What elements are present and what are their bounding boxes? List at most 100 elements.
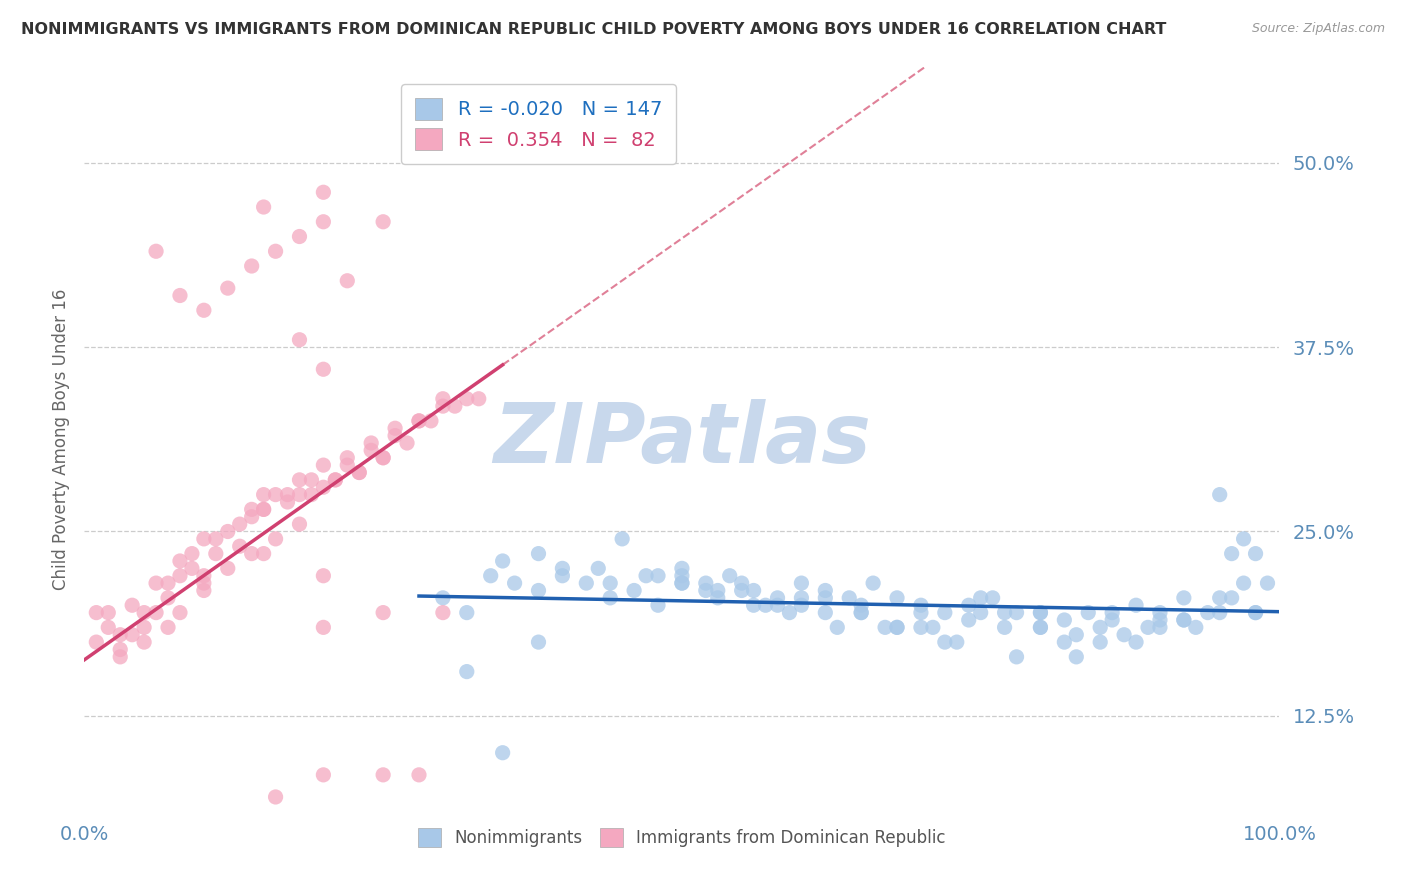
Point bbox=[97, 606, 120, 620]
Point bbox=[766, 599, 789, 613]
Point bbox=[373, 450, 395, 465]
Point bbox=[229, 539, 252, 553]
Point bbox=[264, 244, 287, 259]
Point bbox=[432, 399, 454, 413]
Point bbox=[312, 458, 335, 472]
Point bbox=[1220, 547, 1243, 561]
Point bbox=[981, 591, 1004, 605]
Point bbox=[790, 576, 813, 591]
Point bbox=[1185, 620, 1208, 634]
Point bbox=[205, 547, 228, 561]
Point bbox=[886, 620, 908, 634]
Point bbox=[301, 488, 323, 502]
Point bbox=[132, 606, 156, 620]
Point bbox=[157, 576, 180, 591]
Point bbox=[312, 620, 335, 634]
Point bbox=[1066, 628, 1088, 642]
Point bbox=[851, 599, 873, 613]
Point bbox=[349, 466, 371, 480]
Point bbox=[110, 649, 132, 664]
Point bbox=[157, 620, 180, 634]
Legend: Nonimmigrants, Immigrants from Dominican Republic: Nonimmigrants, Immigrants from Dominican… bbox=[409, 820, 955, 855]
Point bbox=[994, 620, 1017, 634]
Point bbox=[934, 635, 956, 649]
Point bbox=[169, 568, 191, 582]
Point bbox=[575, 576, 598, 591]
Point bbox=[336, 458, 359, 472]
Point bbox=[636, 568, 658, 582]
Point bbox=[1220, 591, 1243, 605]
Point bbox=[240, 509, 263, 524]
Point bbox=[1029, 620, 1052, 634]
Point bbox=[253, 547, 276, 561]
Point bbox=[922, 620, 945, 634]
Point bbox=[994, 606, 1017, 620]
Point bbox=[814, 591, 837, 605]
Point bbox=[731, 576, 754, 591]
Point bbox=[396, 436, 419, 450]
Point bbox=[336, 450, 359, 465]
Point bbox=[193, 583, 215, 598]
Point bbox=[288, 333, 311, 347]
Point bbox=[193, 568, 215, 582]
Point bbox=[527, 547, 550, 561]
Point bbox=[851, 606, 873, 620]
Point bbox=[851, 606, 873, 620]
Point bbox=[838, 591, 860, 605]
Point bbox=[277, 495, 299, 509]
Point bbox=[312, 568, 335, 582]
Point bbox=[181, 547, 204, 561]
Point bbox=[755, 599, 778, 613]
Point bbox=[742, 599, 765, 613]
Point bbox=[647, 568, 669, 582]
Point bbox=[288, 517, 311, 532]
Point bbox=[1053, 613, 1076, 627]
Point bbox=[1137, 620, 1160, 634]
Point bbox=[229, 517, 252, 532]
Point bbox=[527, 583, 550, 598]
Point bbox=[253, 502, 276, 516]
Point bbox=[121, 628, 143, 642]
Point bbox=[288, 488, 311, 502]
Point bbox=[373, 215, 395, 229]
Point bbox=[253, 488, 276, 502]
Point bbox=[408, 414, 430, 428]
Point bbox=[910, 620, 932, 634]
Point bbox=[1233, 532, 1256, 546]
Point bbox=[707, 583, 730, 598]
Point bbox=[827, 620, 849, 634]
Point bbox=[360, 443, 382, 458]
Point bbox=[312, 362, 335, 376]
Point bbox=[253, 200, 276, 214]
Point bbox=[240, 547, 263, 561]
Point bbox=[970, 606, 993, 620]
Point bbox=[456, 606, 478, 620]
Point bbox=[408, 414, 430, 428]
Point bbox=[240, 259, 263, 273]
Point bbox=[1090, 620, 1112, 634]
Point bbox=[671, 568, 693, 582]
Point bbox=[1005, 606, 1028, 620]
Point bbox=[946, 635, 969, 649]
Point bbox=[1066, 649, 1088, 664]
Point bbox=[264, 488, 287, 502]
Point bbox=[862, 576, 884, 591]
Point bbox=[312, 186, 335, 200]
Point bbox=[1077, 606, 1099, 620]
Point bbox=[432, 392, 454, 406]
Point bbox=[181, 561, 204, 575]
Point bbox=[384, 428, 406, 442]
Point bbox=[205, 532, 228, 546]
Point bbox=[1029, 620, 1052, 634]
Text: ZIPatlas: ZIPatlas bbox=[494, 399, 870, 480]
Text: NONIMMIGRANTS VS IMMIGRANTS FROM DOMINICAN REPUBLIC CHILD POVERTY AMONG BOYS UND: NONIMMIGRANTS VS IMMIGRANTS FROM DOMINIC… bbox=[21, 22, 1167, 37]
Point bbox=[1173, 613, 1195, 627]
Point bbox=[360, 436, 382, 450]
Point bbox=[1257, 576, 1279, 591]
Point bbox=[1101, 606, 1123, 620]
Point bbox=[325, 473, 347, 487]
Point bbox=[217, 281, 239, 295]
Point bbox=[1244, 606, 1267, 620]
Point bbox=[288, 473, 311, 487]
Point bbox=[432, 591, 454, 605]
